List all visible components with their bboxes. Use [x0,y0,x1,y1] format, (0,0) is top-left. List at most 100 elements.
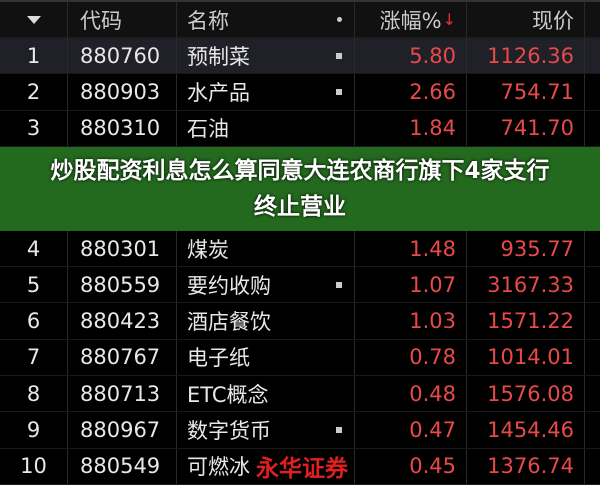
stock-name: 数字货币 [177,412,355,448]
stock-name-label: 酒店餐饮 [187,310,271,335]
change-pct: 1.03 [355,303,467,339]
extra-cell [585,267,600,302]
row-number: 3 [0,110,68,146]
headline-banner[interactable]: 炒股配资利息怎么算同意大连农商行旗下4家支行 终止营业 [0,146,600,231]
extra-cell [585,340,600,375]
stock-name: 酒店餐饮 [177,303,355,339]
sort-desc-arrow-icon: ↓ [442,10,456,29]
stock-code: 880760 [68,38,177,74]
table-row[interactable]: 7 880767 电子纸 0.78 1014.01 [0,339,600,377]
stock-name: 水产品 [177,74,355,110]
change-pct: 1.07 [355,267,467,303]
table-row[interactable]: 2 880903 水产品 2.66 754.71 [0,74,600,111]
marker-square-icon [336,427,342,434]
table-row[interactable]: 5 880559 要约收购 1.07 3167.33 [0,267,600,304]
stock-name-label: 石油 [187,117,229,142]
current-price: 754.71 [467,74,585,110]
row-number: 4 [0,230,68,267]
col-name-label: 名称 [187,8,229,33]
dot-icon [337,17,342,22]
change-pct: 5.80 [355,38,467,74]
change-pct: 1.84 [355,110,467,146]
change-pct: 0.78 [355,339,467,376]
row-number: 9 [0,412,68,448]
col-price[interactable]: 现价 [467,2,585,37]
stock-name-label: 预制菜 [187,44,250,69]
col-pct-label: 涨幅% [379,8,442,33]
extra-cell [585,231,600,266]
row-number: 5 [0,267,68,303]
stock-name-label: 要约收购 [187,273,271,298]
marker-square-icon [336,281,342,288]
col-extra [585,2,600,37]
current-price: 3167.33 [467,267,585,303]
row-number: 7 [0,339,68,376]
stock-name: 预制菜 [177,38,355,74]
current-price: 1454.46 [467,412,585,448]
stock-name: 要约收购 [177,267,355,303]
table-row[interactable]: 8 880713 ETC概念 0.48 1576.08 [0,376,600,413]
col-name[interactable]: 名称 [177,2,355,37]
marker-square-icon [336,88,342,95]
current-price: 741.70 [467,110,585,146]
sort-triangle-icon [26,15,41,24]
watermark-logo: 永华证券 [256,456,348,483]
extra-cell [585,412,600,447]
current-price: 1014.01 [467,339,585,376]
stock-code: 880967 [68,412,177,448]
stock-code: 880423 [68,303,177,339]
stock-name: 石油 [177,110,355,146]
stock-name: 可燃冰 永华证券 [177,448,355,484]
stock-code: 880301 [68,230,177,267]
row-number: 10 [0,448,68,484]
current-price: 1576.08 [467,376,585,412]
table-row[interactable]: 9 880967 数字货币 0.47 1454.46 [0,412,600,449]
extra-cell [585,74,600,109]
row-number: 6 [0,303,68,339]
col-pct[interactable]: 涨幅% ↓ [355,2,467,37]
stock-name: 电子纸 [177,339,355,376]
extra-cell [585,376,600,411]
extra-cell [585,111,600,146]
change-pct: 0.47 [355,412,467,448]
stock-name-label: 煤炭 [187,237,229,262]
stock-name: 煤炭 [177,230,355,267]
sort-menu-button[interactable] [0,2,68,37]
table-row[interactable]: 10 880549 可燃冰 永华证券 0.45 1376.74 [0,448,600,485]
row-number: 2 [0,74,68,110]
stock-name-label: 数字货币 [187,419,271,444]
stock-code: 880767 [68,339,177,376]
stock-code: 880559 [68,267,177,303]
col-code[interactable]: 代码 [68,2,177,37]
row-number: 1 [0,38,68,74]
stock-code: 880713 [68,376,177,412]
extra-cell [585,303,600,338]
extra-cell [585,38,600,73]
stock-code: 880549 [68,448,177,484]
marker-square-icon [336,52,342,59]
change-pct: 2.66 [355,74,467,110]
stock-name-label: 可燃冰 [187,455,250,480]
table-row[interactable]: 3 880310 石油 1.84 741.70 [0,110,600,147]
stock-name-label: ETC概念 [187,382,269,407]
table-row[interactable]: 6 880423 酒店餐饮 1.03 1571.22 [0,303,600,340]
table-row[interactable]: 1 880760 预制菜 5.80 1126.36 [0,38,600,75]
stock-code: 880310 [68,110,177,146]
row-number: 8 [0,376,68,412]
change-pct: 0.45 [355,448,467,484]
change-pct: 0.48 [355,376,467,412]
current-price: 1126.36 [467,38,585,74]
table-row[interactable]: 4 880301 煤炭 1.48 935.77 [0,230,600,268]
stock-name-label: 水产品 [187,80,250,105]
change-pct: 1.48 [355,230,467,267]
current-price: 1571.22 [467,303,585,339]
current-price: 935.77 [467,230,585,267]
stock-name: ETC概念 [177,376,355,412]
table-header: 代码 名称 涨幅% ↓ 现价 [0,0,600,38]
stock-name-label: 电子纸 [187,346,250,371]
stock-code: 880903 [68,74,177,110]
headline-line2: 终止营业 [254,193,346,220]
current-price: 1376.74 [467,448,585,484]
headline-line1: 炒股配资利息怎么算同意大连农商行旗下4家支行 [50,157,550,184]
extra-cell [585,449,600,484]
